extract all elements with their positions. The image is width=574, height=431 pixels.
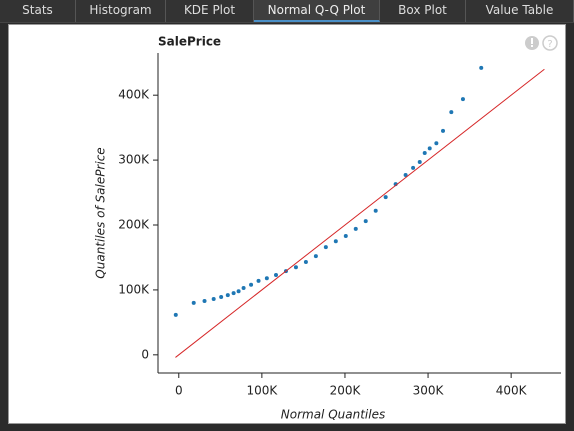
y-tick-label: 200K bbox=[118, 218, 150, 232]
chart-title: SalePrice bbox=[158, 35, 221, 49]
data-point bbox=[403, 173, 408, 178]
data-point bbox=[236, 289, 241, 294]
data-point bbox=[479, 65, 484, 70]
data-point bbox=[241, 285, 246, 290]
plot-panel: SalePrice ? Normal Quantiles Quantiles o… bbox=[8, 24, 566, 424]
data-point bbox=[293, 265, 298, 270]
y-axis-label: Quantiles of SalePrice bbox=[94, 147, 108, 278]
data-point bbox=[219, 295, 224, 300]
data-point bbox=[173, 312, 178, 317]
tab[interactable]: Histogram bbox=[76, 0, 166, 22]
data-point bbox=[449, 110, 454, 115]
data-point bbox=[441, 128, 446, 133]
x-tick-label: 100K bbox=[246, 384, 278, 398]
data-point bbox=[273, 272, 278, 277]
data-point bbox=[427, 146, 432, 151]
reference-line bbox=[175, 68, 545, 358]
data-point bbox=[323, 245, 328, 250]
y-tick-label: 400K bbox=[118, 88, 150, 102]
data-point bbox=[231, 291, 236, 296]
tab[interactable]: Value Table bbox=[466, 0, 574, 22]
data-point bbox=[303, 260, 308, 265]
tab[interactable]: Box Plot bbox=[380, 0, 466, 22]
data-point bbox=[256, 278, 261, 283]
y-tick-label: 100K bbox=[118, 282, 150, 296]
data-point bbox=[434, 141, 439, 146]
data-point bbox=[343, 234, 348, 239]
x-tick-label: 200K bbox=[330, 384, 362, 398]
data-point bbox=[353, 226, 358, 231]
svg-text:?: ? bbox=[547, 39, 552, 50]
data-point bbox=[249, 282, 254, 287]
x-axis-label: Normal Quantiles bbox=[281, 408, 385, 422]
data-point bbox=[333, 239, 338, 244]
tab[interactable]: KDE Plot bbox=[166, 0, 254, 22]
tab[interactable]: Stats bbox=[0, 0, 76, 22]
tab[interactable]: Normal Q-Q Plot bbox=[254, 0, 380, 22]
x-tick-label: 300K bbox=[413, 384, 445, 398]
data-point bbox=[191, 300, 196, 305]
data-point bbox=[363, 219, 368, 224]
data-point bbox=[264, 276, 269, 281]
data-point bbox=[422, 150, 427, 155]
data-point bbox=[417, 160, 422, 165]
y-tick-label: 300K bbox=[118, 153, 150, 167]
data-point bbox=[383, 195, 388, 200]
x-tick-label: 400K bbox=[496, 384, 528, 398]
data-point bbox=[225, 293, 230, 298]
help-icon[interactable]: ? bbox=[542, 35, 558, 51]
tab-bar: Stats Histogram KDE Plot Normal Q-Q Plot Box… bbox=[0, 0, 574, 23]
data-point bbox=[411, 165, 416, 170]
data-point bbox=[313, 254, 318, 259]
data-point bbox=[460, 97, 465, 102]
y-tick-label: 0 bbox=[141, 347, 149, 361]
chart: SalePrice ? Normal Quantiles Quantiles o… bbox=[94, 35, 561, 422]
data-point bbox=[373, 208, 378, 213]
info-icon[interactable] bbox=[525, 36, 539, 50]
data-point bbox=[202, 298, 207, 303]
x-tick-label: 0 bbox=[175, 384, 183, 398]
data-point bbox=[211, 297, 216, 302]
